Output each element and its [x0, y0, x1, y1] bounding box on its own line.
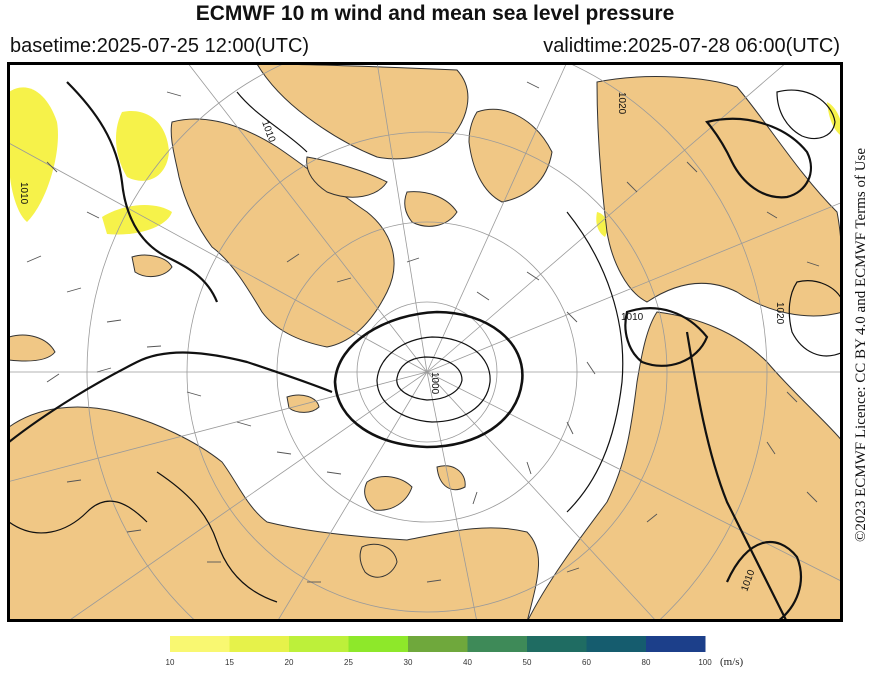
colorbar-bin — [646, 636, 706, 652]
wind-arrows — [26, 81, 820, 583]
isobar-lines — [8, 81, 843, 622]
chart-title: ECMWF 10 m wind and mean sea level press… — [195, 2, 675, 25]
map-panel: 1010 1020 1010 1010 1020 1010 1000 — [7, 62, 843, 622]
credit-text: ©2023 ECMWF Licence: CC BY 4.0 and ECMWF… — [853, 148, 869, 542]
colorbar-tick: 50 — [523, 658, 532, 667]
colorbar-unit: (m/s) — [720, 656, 744, 668]
colorbar-bin — [170, 636, 230, 652]
colorbar-bin — [586, 636, 646, 652]
colorbar-bin — [289, 636, 349, 652]
isobar-label: 1020 — [616, 92, 627, 115]
colorbar-bin — [348, 636, 408, 652]
isobar-label: 1010 — [18, 182, 29, 205]
colorbar-tick: 20 — [285, 658, 294, 667]
isobar-label: 1010 — [621, 312, 644, 323]
colorbar-legend: 10 15 20 25 30 40 50 60 80 100 (m/s) — [166, 636, 744, 668]
colorbar-bin — [408, 636, 468, 652]
colorbar-tick: 80 — [642, 658, 651, 667]
colorbar-ticks: 10 15 20 25 30 40 50 60 80 100 — [166, 658, 713, 667]
validtime-label: validtime:2025-07-28 06:00(UTC) — [543, 35, 840, 57]
colorbar-bin — [527, 636, 587, 652]
graticule-lines — [7, 62, 843, 622]
land-masses — [8, 63, 843, 622]
isobar-label: 1000 — [429, 372, 440, 395]
colorbar-tick: 40 — [463, 658, 472, 667]
colorbar-tick: 30 — [404, 658, 413, 667]
isobar-label: 1020 — [774, 302, 785, 325]
colorbar-tick: 60 — [582, 658, 591, 667]
colorbar-tick: 10 — [166, 658, 175, 667]
colorbar-bin — [467, 636, 527, 652]
colorbar-tick: 25 — [344, 658, 353, 667]
basetime-label: basetime:2025-07-25 12:00(UTC) — [10, 35, 310, 57]
credit-panel: ©2023 ECMWF Licence: CC BY 4.0 and ECMWF… — [853, 148, 869, 542]
colorbar-tick: 15 — [225, 658, 234, 667]
colorbar-bins — [170, 636, 706, 652]
colorbar-bin — [229, 636, 289, 652]
map-frame — [7, 62, 843, 622]
colorbar-tick: 100 — [698, 658, 712, 667]
